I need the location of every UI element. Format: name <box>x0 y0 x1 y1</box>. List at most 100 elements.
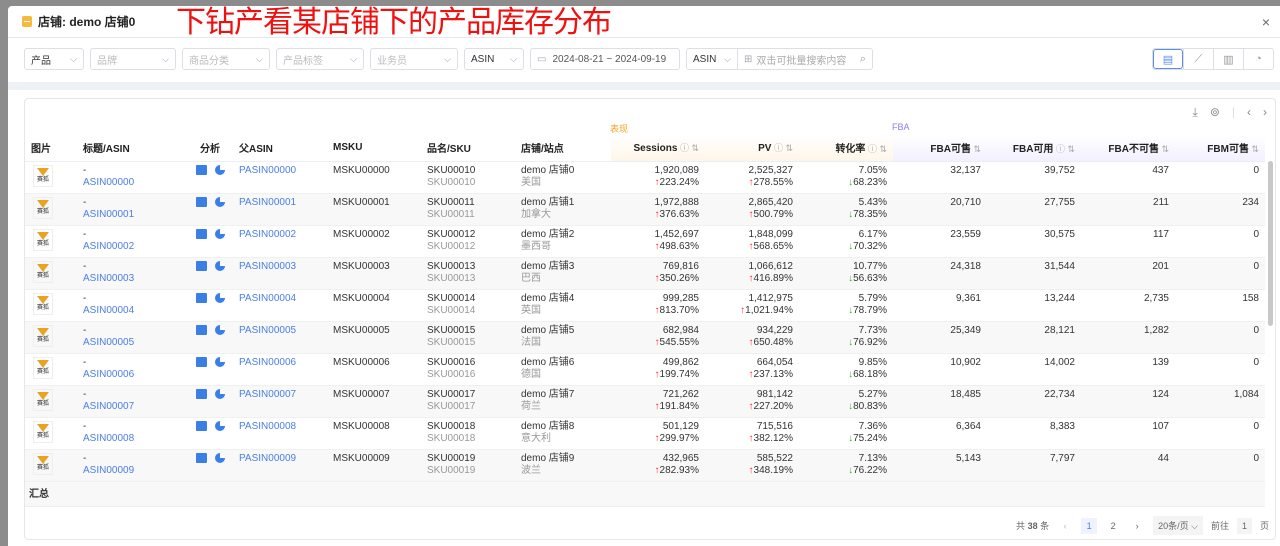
vertical-scrollbar[interactable] <box>1268 161 1273 326</box>
bar-analysis-icon[interactable] <box>195 228 207 239</box>
pie-analysis-icon[interactable] <box>214 356 225 367</box>
help-icon[interactable]: ⓘ <box>677 143 689 154</box>
parent-asin-link[interactable]: PASIN00003 <box>239 260 297 272</box>
bar-analysis-icon[interactable] <box>195 196 207 207</box>
sort-icon[interactable]: ⇅ <box>1064 144 1075 155</box>
column-header-fbm-sellable[interactable]: FBM可售 ⇅ <box>1175 135 1265 162</box>
arrow-up-icon: ↑ <box>748 336 754 348</box>
prev-page-icon[interactable]: ‹ <box>1063 520 1067 531</box>
page-1[interactable]: 1 <box>1081 517 1098 534</box>
pie-chart-icon[interactable]: ◔ <box>1243 49 1273 69</box>
pie-analysis-icon[interactable] <box>214 228 225 239</box>
help-icon[interactable]: ⓘ <box>1053 144 1065 155</box>
asin-link[interactable]: ASIN00001 <box>83 208 135 220</box>
next-page-icon[interactable]: › <box>1135 520 1139 531</box>
sku-cell: SKU00011 SKU00011 <box>421 193 515 226</box>
sku-secondary: SKU00016 <box>427 368 476 380</box>
pie-analysis-icon[interactable] <box>214 260 225 271</box>
asin-link[interactable]: ASIN00004 <box>83 304 135 316</box>
pie-analysis-icon[interactable] <box>214 292 225 303</box>
close-icon[interactable]: × <box>1261 14 1270 30</box>
arrow-down-icon: ↓ <box>848 336 854 348</box>
settings-icon[interactable]: ⊚ <box>1209 105 1220 119</box>
select-placeholder: 品牌 <box>97 55 117 67</box>
asin-link[interactable]: ASIN00002 <box>83 240 135 252</box>
bar-analysis-icon[interactable] <box>195 164 207 175</box>
help-icon[interactable]: ⓘ <box>865 144 877 155</box>
parent-asin-link[interactable]: PASIN00006 <box>239 356 297 368</box>
parent-asin-link[interactable]: PASIN00000 <box>239 164 297 176</box>
pie-analysis-icon[interactable] <box>214 388 225 399</box>
sessions-cell: 682,984 ↑545.55% <box>611 321 705 354</box>
sort-icon[interactable]: ⇅ <box>688 143 699 154</box>
column-header-msku: MSKU <box>327 135 421 162</box>
asin-link[interactable]: ASIN00003 <box>83 272 135 284</box>
bar-analysis-icon[interactable] <box>195 452 207 463</box>
parent-asin-link[interactable]: PASIN00002 <box>239 228 297 240</box>
parent-asin-link[interactable]: PASIN00001 <box>239 196 297 208</box>
salesperson-select[interactable]: 业务员 ⌵ <box>370 48 458 70</box>
column-header-fba-available[interactable]: FBA可用 ⓘ ⇅ <box>987 135 1081 162</box>
brand-select[interactable]: 品牌 ⌵ <box>90 48 176 70</box>
thumbnail-label: 赛狐 <box>36 400 49 407</box>
pie-analysis-icon[interactable] <box>214 196 225 207</box>
parent-asin-link[interactable]: PASIN00008 <box>239 420 297 432</box>
page-size-select[interactable]: 20条/页 ⌵ <box>1153 516 1203 535</box>
scroll-left-icon[interactable]: ‹ <box>1247 105 1251 119</box>
product-select[interactable]: 产品 ⌵ <box>24 48 84 70</box>
tag-select[interactable]: 产品标签 ⌵ <box>276 48 364 70</box>
pie-analysis-icon[interactable] <box>214 164 225 175</box>
header-label: 品名/SKU <box>427 144 471 156</box>
parent-asin-link[interactable]: PASIN00005 <box>239 324 297 336</box>
arrow-up-icon: ↑ <box>748 464 754 476</box>
sort-icon[interactable]: ⇅ <box>876 144 887 155</box>
search-icon[interactable]: ⌕ <box>859 52 866 65</box>
fba-unsellable-cell: 107 <box>1081 417 1175 450</box>
parent-asin-link[interactable]: PASIN00004 <box>239 292 297 304</box>
column-header-fba-unsellable[interactable]: FBA不可售 ⇅ <box>1081 135 1175 162</box>
asin-link[interactable]: ASIN00007 <box>83 400 135 412</box>
page-2[interactable]: 2 <box>1110 520 1116 531</box>
bar-analysis-icon[interactable] <box>195 292 207 303</box>
parent-asin-link[interactable]: PASIN00009 <box>239 452 297 464</box>
asin-link[interactable]: ASIN00005 <box>83 336 135 348</box>
bar-analysis-icon[interactable] <box>195 388 207 399</box>
search-type-select[interactable]: ASIN ⌵ <box>686 48 738 70</box>
bar-analysis-icon[interactable] <box>195 324 207 335</box>
asin-link[interactable]: ASIN00006 <box>83 368 135 380</box>
bar-analysis-icon[interactable] <box>195 260 207 271</box>
search-input[interactable]: ⊞ 双击可批量搜索内容 ⌕ <box>737 48 873 70</box>
goto-page-input[interactable]: 1 <box>1236 517 1252 534</box>
header-label: 转化率 <box>835 144 866 156</box>
category-select[interactable]: 商品分类 ⌵ <box>182 48 270 70</box>
date-range-picker[interactable]: ▭ 2024-08-21 ~ 2024-09-19 <box>530 48 680 70</box>
asin-link[interactable]: ASIN00009 <box>83 464 135 476</box>
column-header-conversion[interactable]: 转化率 ⓘ ⇅ <box>799 135 893 162</box>
download-icon[interactable]: ⤓ <box>1192 105 1198 119</box>
pie-analysis-icon[interactable] <box>214 452 225 463</box>
pie-analysis-icon[interactable] <box>214 324 225 335</box>
bar-analysis-icon[interactable] <box>195 356 207 367</box>
line-chart-icon[interactable]: ⟋ <box>1183 49 1213 69</box>
bar-chart-icon[interactable]: ▥ <box>1213 49 1243 69</box>
scroll-right-icon[interactable]: › <box>1263 105 1267 119</box>
table-icon[interactable]: ▤ <box>1153 49 1183 69</box>
help-icon[interactable]: ⓘ <box>771 143 783 154</box>
sort-icon[interactable]: ⇅ <box>1248 144 1259 155</box>
column-header-fba-sellable[interactable]: FBA可售 ⇅ <box>893 135 987 162</box>
asin-link[interactable]: ASIN00000 <box>83 176 135 188</box>
column-header-analysis: 分析 <box>187 135 233 162</box>
pie-analysis-icon[interactable] <box>214 420 225 431</box>
asin-link[interactable]: ASIN00008 <box>83 432 135 444</box>
column-header-sessions[interactable]: Sessions ⓘ ⇅ <box>611 135 705 162</box>
bar-analysis-icon[interactable] <box>195 420 207 431</box>
pv-cell: 1,066,612 ↑416.89% <box>705 257 799 290</box>
sort-icon[interactable]: ⇅ <box>1158 144 1169 155</box>
fba-available: 30,575 <box>1044 228 1075 240</box>
asin-level-select[interactable]: ASIN ⌵ <box>464 48 524 70</box>
column-header-pv[interactable]: PV ⓘ ⇅ <box>705 135 799 162</box>
sort-icon[interactable]: ⇅ <box>970 144 981 155</box>
date-start: 2024-08-21 <box>552 53 604 65</box>
parent-asin-link[interactable]: PASIN00007 <box>239 388 297 400</box>
sort-icon[interactable]: ⇅ <box>782 143 793 154</box>
